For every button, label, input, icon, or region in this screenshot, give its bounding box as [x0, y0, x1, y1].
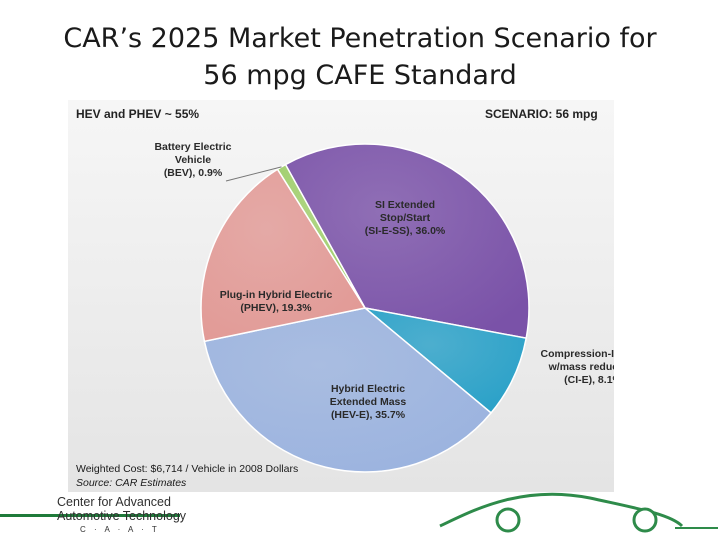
scenario-label: SCENARIO: 56 mpg	[485, 107, 598, 121]
pie-slice-3	[203, 307, 493, 473]
leader-line	[225, 166, 282, 182]
pie-slice-4	[200, 168, 367, 343]
caat-logo: Center for Advanced Automotive Technolog…	[0, 492, 720, 540]
weighted-cost-note: Weighted Cost: $6,714 / Vehicle in 2008 …	[76, 463, 299, 475]
slice-label-1: SI Extended Stop/Start (SI-E-SS), 36.0%	[365, 199, 446, 237]
pie-chart: SI Extended Stop/Start (SI-E-SS), 36.0% Com…	[154, 141, 614, 473]
hev-phev-share-label: HEV and PHEV ~ 55%	[76, 107, 200, 121]
slice-label-2: Compression-Ignitedw/mass reduction(CI-E…	[540, 348, 614, 386]
slice-label-3: Hybrid Electric Extended Mass (HEV-E), 35.…	[330, 383, 407, 421]
logo-text-line-3: C · A · A · T	[80, 525, 160, 534]
chart-panel: HEV and PHEV ~ 55% SCENARIO: 56 mpg SI E…	[68, 100, 614, 492]
logo-text-line-2: Automotive Technology	[57, 509, 187, 523]
logo-text-line-1: Center for Advanced	[57, 495, 171, 509]
slice-label-4: Plug-in Hybrid Electric (PHEV), 19.3%	[220, 289, 333, 314]
title-line-2: 56 mpg CAFE Standard	[203, 60, 517, 91]
title-line-1: CAR’s 2025 Market Penetration Scenario f…	[63, 23, 657, 54]
page-title: CAR’s 2025 Market Penetration Scenario f…	[40, 20, 680, 94]
pie-slice-1	[284, 143, 530, 340]
source-note: Source: CAR Estimates	[76, 477, 187, 489]
logo-accent-line	[0, 514, 180, 517]
slice-label-5: Battery Electric Vehicle (BEV), 0.9%	[154, 141, 231, 179]
car-outline-icon	[439, 492, 718, 533]
